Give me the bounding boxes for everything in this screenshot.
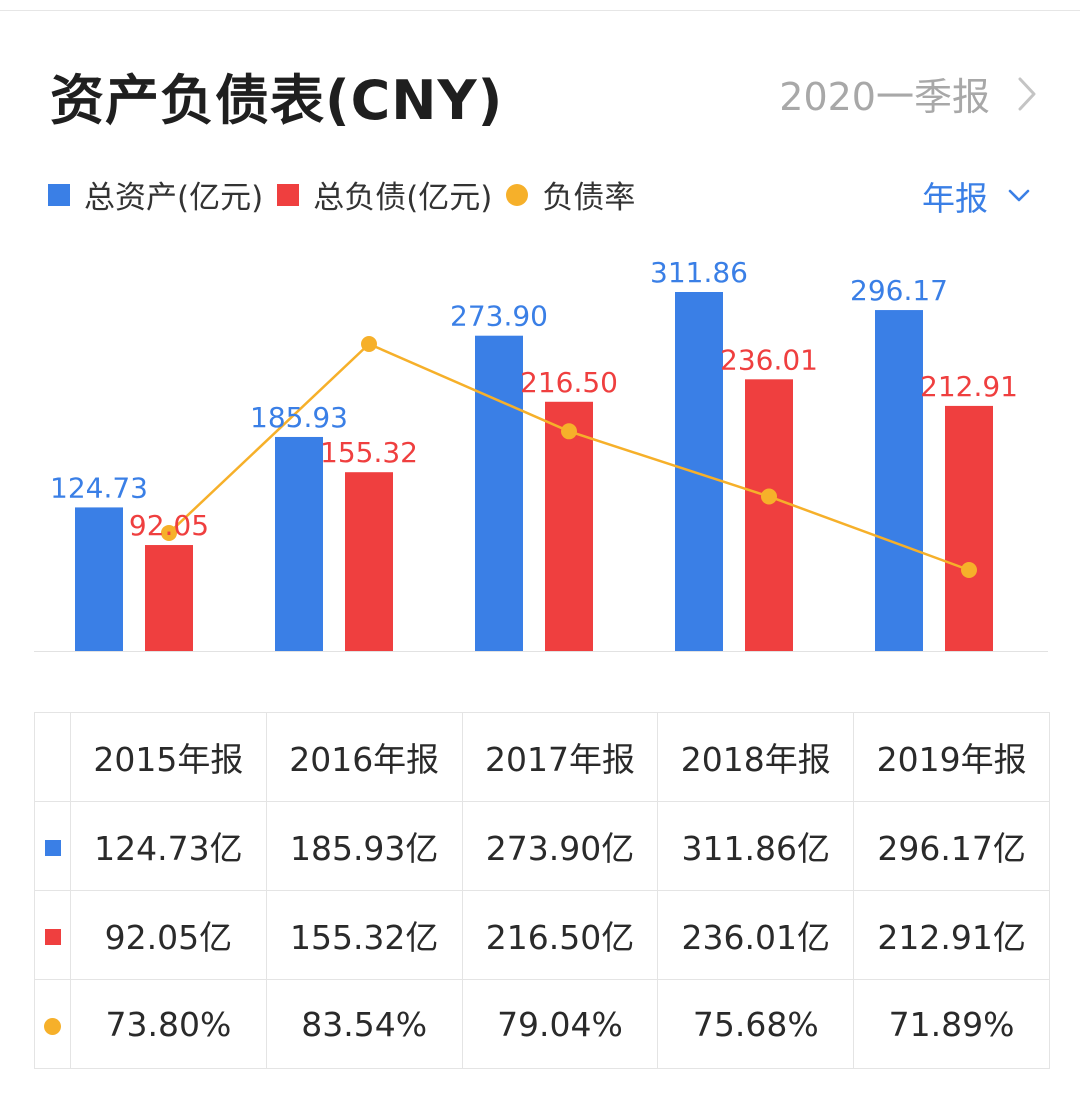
table-row: 124.73亿 185.93亿 273.90亿 311.86亿 296.17亿: [34, 801, 1050, 891]
report-period-label: 2020一季报: [779, 75, 990, 119]
data-table: 2015年报 2016年报 2017年报 2018年报 2019年报 124.7…: [34, 712, 1050, 1069]
table-cell: 212.91亿: [853, 890, 1050, 980]
bar-total-assets: [75, 507, 123, 651]
debt-ratio-point: [961, 562, 977, 578]
table-cell: 216.50亿: [461, 890, 659, 980]
legend-item-total-assets: 总资产(亿元): [48, 172, 263, 217]
bar-total-liabilities: [545, 401, 593, 651]
table-header-cell: 2019年报: [853, 712, 1050, 802]
bar-total-liabilities: [945, 405, 993, 651]
debt-ratio-point: [361, 336, 377, 352]
table-cell: 92.05亿: [70, 890, 267, 980]
data-label-total-assets: 124.73: [50, 471, 148, 504]
row-marker-cell: [34, 890, 71, 980]
chevron-right-icon: [1018, 77, 1036, 110]
report-period-link[interactable]: 2020一季报: [779, 66, 1036, 121]
data-label-total-assets: 311.86: [650, 256, 748, 289]
data-label-total-assets: 185.93: [250, 401, 348, 434]
top-divider: [0, 10, 1080, 11]
table-cell: 185.93亿: [265, 801, 463, 891]
table-header-cell: 2015年报: [70, 712, 267, 802]
table-header-row: 2015年报 2016年报 2017年报 2018年报 2019年报: [34, 712, 1050, 802]
row-marker-cell: [34, 801, 71, 891]
bar-total-liabilities: [345, 472, 393, 651]
debt-ratio-point: [161, 524, 177, 541]
legend-swatch: [277, 183, 300, 206]
debt-ratio-point: [761, 488, 777, 505]
data-label-total-assets: 273.90: [450, 300, 548, 333]
bar-total-assets: [675, 292, 723, 651]
page-title: 资产负债表(CNY): [50, 69, 504, 132]
table-header-cell: 2018年报: [657, 712, 855, 802]
row-marker-square: [44, 929, 61, 945]
table-cell: 73.80%: [70, 979, 267, 1069]
table-header-cell: 2017年报: [461, 712, 659, 802]
table-cell: 155.32亿: [265, 890, 463, 980]
table-row: 92.05亿 155.32亿 216.50亿 236.01亿 212.91亿: [34, 890, 1050, 980]
table-corner-cell: [34, 712, 71, 802]
legend-dot: [506, 183, 529, 206]
row-marker-dot: [44, 1017, 61, 1035]
legend-label: 负债率: [542, 180, 636, 216]
data-label-total-liabilities: 92.05: [129, 509, 209, 542]
table-cell: 71.89%: [853, 979, 1050, 1069]
data-label-total-liabilities: 212.91: [920, 370, 1018, 403]
bar-total-assets: [875, 310, 923, 651]
table-cell: 273.90亿: [461, 801, 659, 891]
data-label-total-liabilities: 155.32: [320, 436, 418, 469]
chart-legend: 总资产(亿元) 总负债(亿元) 负债率: [48, 172, 649, 217]
bar-total-liabilities: [145, 545, 193, 651]
bar-total-assets: [475, 335, 523, 651]
legend-item-total-liabilities: 总负债(亿元): [277, 172, 492, 217]
table-cell: 236.01亿: [657, 890, 855, 980]
bar-total-assets: [275, 436, 323, 651]
table-cell: 75.68%: [657, 979, 855, 1069]
data-label-total-liabilities: 236.01: [720, 343, 818, 376]
legend-label: 总资产(亿元): [84, 180, 264, 216]
chevron-down-icon: [1008, 189, 1030, 202]
table-cell: 83.54%: [265, 979, 463, 1069]
bar-total-liabilities: [745, 379, 793, 651]
legend-label: 总负债(亿元): [313, 180, 493, 216]
table-cell: 296.17亿: [853, 801, 1050, 891]
legend-swatch: [48, 183, 70, 206]
period-type-label: 年报: [922, 179, 988, 218]
table-cell: 79.04%: [461, 979, 659, 1069]
table-header-cell: 2016年报: [265, 712, 463, 802]
table-cell: 124.73亿: [70, 801, 267, 891]
debt-ratio-point: [561, 423, 577, 440]
table-cell: 311.86亿: [657, 801, 855, 891]
row-marker-square: [44, 840, 61, 856]
data-label-total-liabilities: 216.50: [520, 366, 618, 399]
row-marker-cell: [34, 979, 71, 1069]
data-label-total-assets: 296.17: [850, 274, 948, 307]
period-type-dropdown[interactable]: 年报: [922, 172, 1030, 220]
legend-item-debt-ratio: 负债率: [506, 172, 635, 217]
table-row: 73.80% 83.54% 79.04% 75.68% 71.89%: [34, 979, 1050, 1069]
